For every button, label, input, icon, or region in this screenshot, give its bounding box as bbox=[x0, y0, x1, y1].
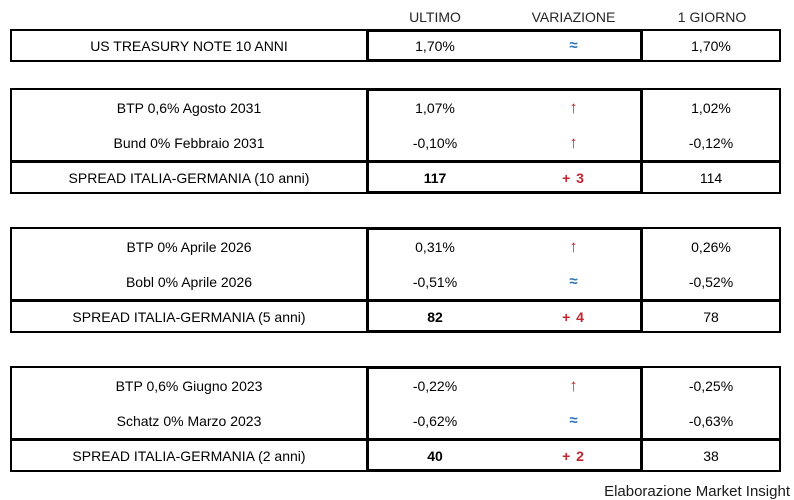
spread-ultimo-cell: 117 bbox=[423, 169, 447, 186]
table-2-anni: BTP 0,6% Giugno 2023 -0,22% ↑ -0,25% Sch… bbox=[10, 366, 781, 472]
column-header-variazione: VARIAZIONE bbox=[531, 9, 616, 25]
variazione-cell: ≈ bbox=[504, 31, 643, 60]
ultimo-cell: -0,62% bbox=[412, 412, 458, 429]
spread-variazione-cell: + 4 bbox=[504, 302, 643, 331]
credit-line: Elaborazione Market Insight bbox=[604, 483, 790, 500]
up-arrow-icon: ↑ bbox=[569, 98, 578, 117]
up-arrow-icon: ↑ bbox=[569, 237, 578, 256]
giorno-cell: 0,26% bbox=[691, 238, 731, 255]
variazione-cell: ↑ bbox=[504, 90, 643, 125]
variazione-cell: ↑ bbox=[504, 125, 643, 160]
bond-name-cell: BTP 0,6% Agosto 2031 bbox=[116, 99, 262, 116]
variazione-cell: ≈ bbox=[504, 264, 643, 299]
spread-name-cell: SPREAD ITALIA-GERMANIA (2 anni) bbox=[72, 447, 306, 464]
spread-row: SPREAD ITALIA-GERMANIA (5 anni) 82 + 4 7… bbox=[12, 302, 783, 331]
approx-equal-icon: ≈ bbox=[569, 273, 578, 290]
ultimo-cell: 0,31% bbox=[415, 238, 455, 255]
table-row: BTP 0% Aprile 2026 0,31% ↑ 0,26% bbox=[12, 229, 783, 264]
variazione-cell: ≈ bbox=[504, 403, 643, 438]
bond-name-cell: BTP 0,6% Giugno 2023 bbox=[115, 377, 263, 394]
spread-ultimo-cell: 40 bbox=[427, 447, 443, 464]
approx-equal-icon: ≈ bbox=[569, 37, 578, 54]
spread-name-cell: SPREAD ITALIA-GERMANIA (5 anni) bbox=[72, 308, 306, 325]
spread-row: SPREAD ITALIA-GERMANIA (10 anni) 117 + 3… bbox=[12, 163, 783, 192]
spread-giorno-cell: 114 bbox=[699, 169, 723, 186]
spread-change-value: + 3 bbox=[562, 169, 585, 186]
giorno-cell: -0,25% bbox=[688, 377, 734, 394]
spread-row: SPREAD ITALIA-GERMANIA (2 anni) 40 + 2 3… bbox=[12, 441, 783, 470]
table-row: US TREASURY NOTE 10 ANNI 1,70% ≈ 1,70% bbox=[12, 31, 783, 60]
giorno-cell: 1,02% bbox=[691, 99, 731, 116]
bond-name-cell: Bobl 0% Aprile 2026 bbox=[125, 273, 253, 290]
up-arrow-icon: ↑ bbox=[569, 133, 578, 152]
giorno-cell: -0,63% bbox=[688, 412, 734, 429]
approx-equal-icon: ≈ bbox=[569, 412, 578, 429]
header-spacer bbox=[10, 7, 366, 27]
column-header-ultimo: ULTIMO bbox=[409, 9, 461, 25]
ultimo-cell: 1,70% bbox=[415, 37, 455, 54]
column-headers: ULTIMO VARIAZIONE 1 GIORNO bbox=[10, 7, 781, 27]
spread-change-value: + 2 bbox=[562, 447, 585, 464]
ultimo-cell: 1,07% bbox=[415, 99, 455, 116]
bond-rows-box: BTP 0,6% Giugno 2023 -0,22% ↑ -0,25% Sch… bbox=[10, 366, 781, 440]
table-row: BTP 0,6% Agosto 2031 1,07% ↑ 1,02% bbox=[12, 90, 783, 125]
spread-box: SPREAD ITALIA-GERMANIA (5 anni) 82 + 4 7… bbox=[10, 300, 781, 333]
spread-box: SPREAD ITALIA-GERMANIA (2 anni) 40 + 2 3… bbox=[10, 439, 781, 472]
table-5-anni: BTP 0% Aprile 2026 0,31% ↑ 0,26% Bobl 0%… bbox=[10, 227, 781, 333]
table-row: Bund 0% Febbraio 2031 -0,10% ↑ -0,12% bbox=[12, 125, 783, 160]
giorno-cell: -0,52% bbox=[688, 273, 734, 290]
table-row: Bobl 0% Aprile 2026 -0,51% ≈ -0,52% bbox=[12, 264, 783, 299]
spread-giorno-cell: 78 bbox=[703, 308, 719, 325]
ultimo-cell: -0,10% bbox=[412, 134, 458, 151]
bond-name-cell: Schatz 0% Marzo 2023 bbox=[116, 412, 262, 429]
table-us-treasury: US TREASURY NOTE 10 ANNI 1,70% ≈ 1,70% bbox=[10, 29, 781, 62]
table-row: Schatz 0% Marzo 2023 -0,62% ≈ -0,63% bbox=[12, 403, 783, 438]
bond-name-cell: BTP 0% Aprile 2026 bbox=[126, 238, 252, 255]
table-10-anni: BTP 0,6% Agosto 2031 1,07% ↑ 1,02% Bund … bbox=[10, 88, 781, 194]
table-row: BTP 0,6% Giugno 2023 -0,22% ↑ -0,25% bbox=[12, 368, 783, 403]
spread-variazione-cell: + 2 bbox=[504, 441, 643, 470]
column-header-giorno: 1 GIORNO bbox=[677, 9, 747, 25]
spread-ultimo-cell: 82 bbox=[427, 308, 443, 325]
ultimo-cell: -0,22% bbox=[412, 377, 458, 394]
bond-name-cell: Bund 0% Febbraio 2031 bbox=[113, 134, 265, 151]
bond-rows-box: BTP 0,6% Agosto 2031 1,07% ↑ 1,02% Bund … bbox=[10, 88, 781, 162]
giorno-cell: -0,12% bbox=[688, 134, 734, 151]
spread-name-cell: SPREAD ITALIA-GERMANIA (10 anni) bbox=[68, 169, 310, 186]
spread-variazione-cell: + 3 bbox=[504, 163, 643, 192]
variazione-cell: ↑ bbox=[504, 229, 643, 264]
bond-rows-box: BTP 0% Aprile 2026 0,31% ↑ 0,26% Bobl 0%… bbox=[10, 227, 781, 301]
ultimo-cell: -0,51% bbox=[412, 273, 458, 290]
bond-name-cell: US TREASURY NOTE 10 ANNI bbox=[90, 37, 288, 54]
giorno-cell: 1,70% bbox=[691, 37, 731, 54]
spread-giorno-cell: 38 bbox=[703, 447, 719, 464]
spread-change-value: + 4 bbox=[562, 308, 585, 325]
up-arrow-icon: ↑ bbox=[569, 376, 578, 395]
spread-box: SPREAD ITALIA-GERMANIA (10 anni) 117 + 3… bbox=[10, 161, 781, 194]
bond-rows-box: US TREASURY NOTE 10 ANNI 1,70% ≈ 1,70% bbox=[10, 29, 781, 62]
variazione-cell: ↑ bbox=[504, 368, 643, 403]
